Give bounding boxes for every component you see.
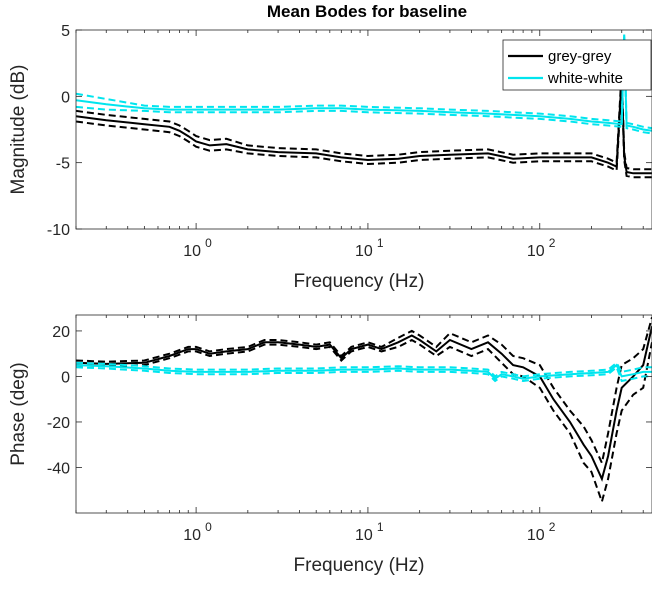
series-group xyxy=(76,317,652,505)
chart-title: Mean Bodes for baseline xyxy=(267,2,467,21)
y-tick-label: -10 xyxy=(47,222,70,239)
series-line-white-white xyxy=(76,363,652,380)
y-tick-label: -20 xyxy=(47,415,70,432)
series-lower-bound-white-white xyxy=(76,365,652,383)
x-tick-label: 10 xyxy=(527,243,545,260)
legend-label-grey-grey: grey-grey xyxy=(548,48,612,65)
x-tick-label: 10 xyxy=(355,243,373,260)
x-tick-label: 10 xyxy=(183,243,201,260)
series-upper-bound-grey-grey xyxy=(76,69,652,171)
x-axis-label: Frequency (Hz) xyxy=(294,555,425,576)
x-tick-label-exponent: 1 xyxy=(377,236,384,250)
phase-panel: 10 0 10 1 10 2 -40 -20 0 20 Frequency (Hz) Phase (d… xyxy=(8,314,652,576)
legend-label-white-white: white-white xyxy=(547,70,623,87)
series-line-grey-grey xyxy=(76,326,652,482)
x-tick-label-exponent: 2 xyxy=(549,520,556,534)
legend: grey-grey white-white xyxy=(502,39,652,91)
y-tick-label: 5 xyxy=(61,23,70,40)
y-tick-label: -5 xyxy=(56,156,70,173)
series-upper-bound-grey-grey xyxy=(76,317,652,467)
x-tick-label-exponent: 2 xyxy=(549,236,556,250)
axes-box xyxy=(75,314,652,514)
x-tick-label: 10 xyxy=(183,527,201,544)
y-axis-label: Phase (deg) xyxy=(8,362,29,466)
series-upper-bound-white-white xyxy=(76,361,652,378)
y-tick-label: -40 xyxy=(47,460,70,477)
x-axis-label: Frequency (Hz) xyxy=(294,271,425,292)
x-tick-label-exponent: 0 xyxy=(205,520,212,534)
y-tick-label: 0 xyxy=(61,369,70,386)
x-tick-label-exponent: 0 xyxy=(205,236,212,250)
axes-box xyxy=(75,29,652,230)
y-axis-label: Magnitude (dB) xyxy=(8,65,29,195)
y-tick-label: 0 xyxy=(61,89,70,106)
x-tick-label: 10 xyxy=(355,527,373,544)
legend-box xyxy=(502,39,652,91)
x-tick-label: 10 xyxy=(527,527,545,544)
series-lower-bound-grey-grey xyxy=(76,338,652,505)
x-tick-label-exponent: 1 xyxy=(377,520,384,534)
y-tick-label: 20 xyxy=(52,324,70,341)
